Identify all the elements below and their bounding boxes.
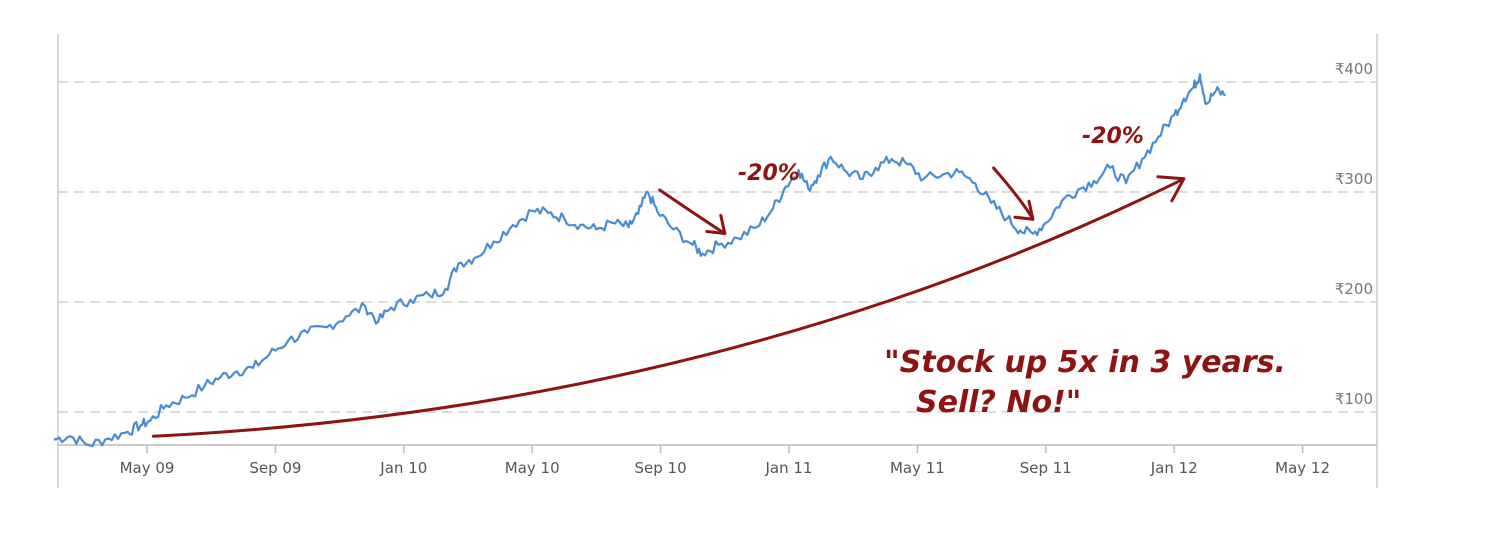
drawdown-arrow-head	[1013, 199, 1035, 221]
x-tick-label: May 10	[505, 459, 560, 477]
x-tick-label: May 11	[890, 459, 945, 477]
price-series-line	[53, 73, 1226, 448]
drawdown-label: -20%	[1082, 124, 1144, 149]
drawdown-arrow-line	[992, 166, 1035, 221]
x-tick-label: Sep 10	[635, 459, 687, 477]
x-tick-label: Sep 09	[249, 459, 301, 477]
x-tick-label: Sep 11	[1020, 459, 1072, 477]
y-tick-label: ₹200	[1335, 280, 1373, 298]
y-tick-label: ₹400	[1335, 60, 1373, 78]
trend-arrow-head	[1156, 175, 1186, 203]
quote-line-1: "Stock up 5x in 3 years.	[884, 345, 1286, 380]
x-tick-label: Jan 11	[765, 459, 813, 477]
quote-line-2: Sell? No!"	[916, 385, 1081, 420]
x-tick-label: May 12	[1275, 459, 1330, 477]
x-tick-label: Jan 10	[379, 459, 427, 477]
y-tick-label: ₹300	[1335, 170, 1373, 188]
drawdown-arrow-head	[705, 214, 727, 235]
trend-arrow-line	[151, 177, 1186, 438]
y-tick-label: ₹100	[1335, 390, 1373, 408]
x-tick-label: Jan 12	[1150, 459, 1198, 477]
drawdown-label: -20%	[738, 161, 800, 186]
drawdown-arrow-line	[658, 188, 727, 235]
x-tick-label: May 09	[120, 459, 175, 477]
